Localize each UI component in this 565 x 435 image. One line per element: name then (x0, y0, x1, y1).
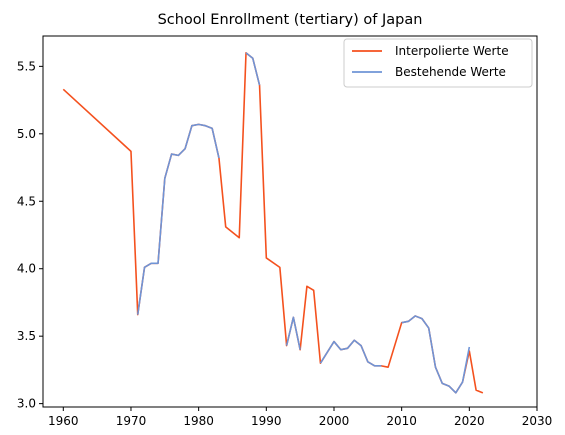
plot-frame (42, 35, 538, 408)
x-tick-label: 1990 (251, 414, 282, 428)
x-tick-label: 1960 (48, 414, 79, 428)
y-tick-label: 4.0 (17, 262, 36, 276)
y-axis: 3.0 3.5 4.0 4.5 5.0 5.5 (17, 59, 43, 411)
legend: Interpolierte Werte Bestehende Werte (343, 38, 533, 88)
y-tick-label: 5.0 (17, 127, 36, 141)
x-axis: 1960 1970 1980 1990 2000 2010 2020 2030 (48, 407, 552, 428)
y-tick-label: 5.5 (17, 59, 36, 73)
x-tick-label: 2010 (386, 414, 417, 428)
x-tick-label: 1980 (183, 414, 214, 428)
x-tick-label: 2020 (454, 414, 485, 428)
series-line-interpolierte-werte (62, 52, 484, 394)
legend-box (343, 38, 533, 88)
plot-series (62, 52, 484, 394)
y-tick-label: 4.5 (17, 194, 36, 208)
x-tick-label: 2000 (319, 414, 350, 428)
legend-label-bestehend: Bestehende Werte (395, 65, 506, 79)
x-tick-label: 2030 (522, 414, 553, 428)
series-line-bestehende-werte (136, 52, 471, 394)
chart-title: School Enrollment (tertiary) of Japan (158, 12, 423, 28)
x-tick-label: 1970 (116, 414, 147, 428)
y-tick-label: 3.5 (17, 329, 36, 343)
y-tick-label: 3.0 (17, 397, 36, 411)
legend-label-interpoliert: Interpolierte Werte (395, 44, 509, 58)
